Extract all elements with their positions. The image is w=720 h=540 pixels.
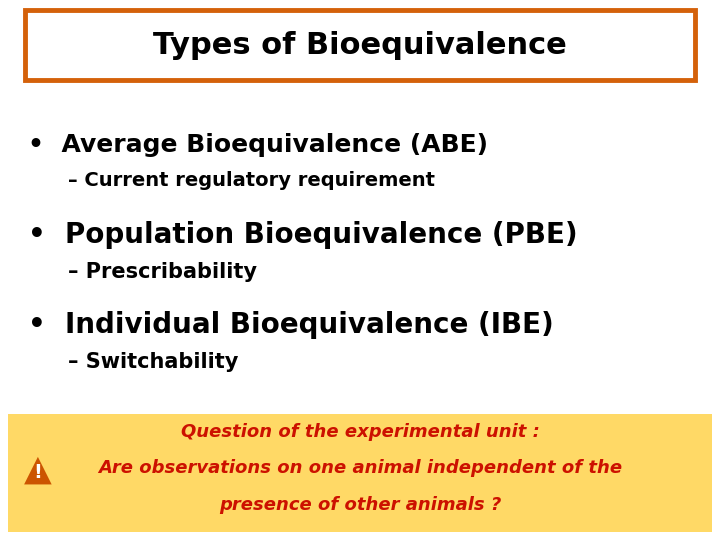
Text: •  Population Bioequivalence (PBE): • Population Bioequivalence (PBE) [28,221,577,249]
Text: ▲: ▲ [24,453,52,487]
Text: •  Average Bioequivalence (ABE): • Average Bioequivalence (ABE) [28,133,488,157]
Text: – Current regulatory requirement: – Current regulatory requirement [68,171,435,190]
Text: presence of other animals ?: presence of other animals ? [219,496,501,514]
Text: – Switchability: – Switchability [68,352,238,372]
Text: – Prescribability: – Prescribability [68,262,257,282]
FancyBboxPatch shape [8,414,712,532]
Text: Types of Bioequivalence: Types of Bioequivalence [153,30,567,59]
Text: •  Individual Bioequivalence (IBE): • Individual Bioequivalence (IBE) [28,311,554,339]
Text: Are observations on one animal independent of the: Are observations on one animal independe… [98,459,622,477]
Text: Question of the experimental unit :: Question of the experimental unit : [181,423,539,441]
Text: !: ! [34,462,42,482]
FancyBboxPatch shape [25,10,695,80]
